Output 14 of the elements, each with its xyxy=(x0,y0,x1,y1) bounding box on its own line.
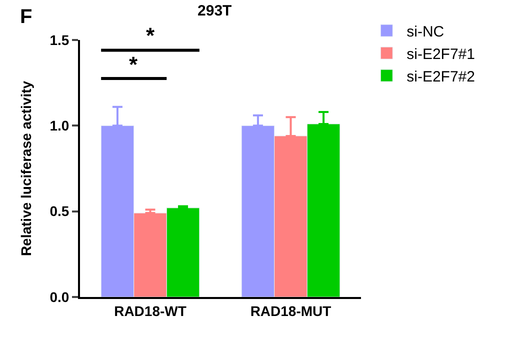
annotation: * xyxy=(146,23,155,48)
y-tick-label: 0.0 xyxy=(50,288,70,305)
legend-label: si-E2F7#1 xyxy=(406,46,475,63)
chart-title: 293T xyxy=(198,2,232,20)
y-axis-title: Relative luciferase activity xyxy=(18,80,34,256)
x-tick-label: RAD18-MUT xyxy=(250,302,332,319)
text: F xyxy=(20,6,32,28)
annotation: * xyxy=(129,52,138,77)
legend-label: si-NC xyxy=(406,23,444,40)
x-tick-label: RAD18-WT xyxy=(114,302,187,319)
y-tick-label: 1.5 xyxy=(50,32,70,48)
y-tick-label: 1.0 xyxy=(50,118,70,134)
y-tick-label: 0.5 xyxy=(50,203,70,220)
legend-label: si-E2F7#2 xyxy=(406,68,475,86)
